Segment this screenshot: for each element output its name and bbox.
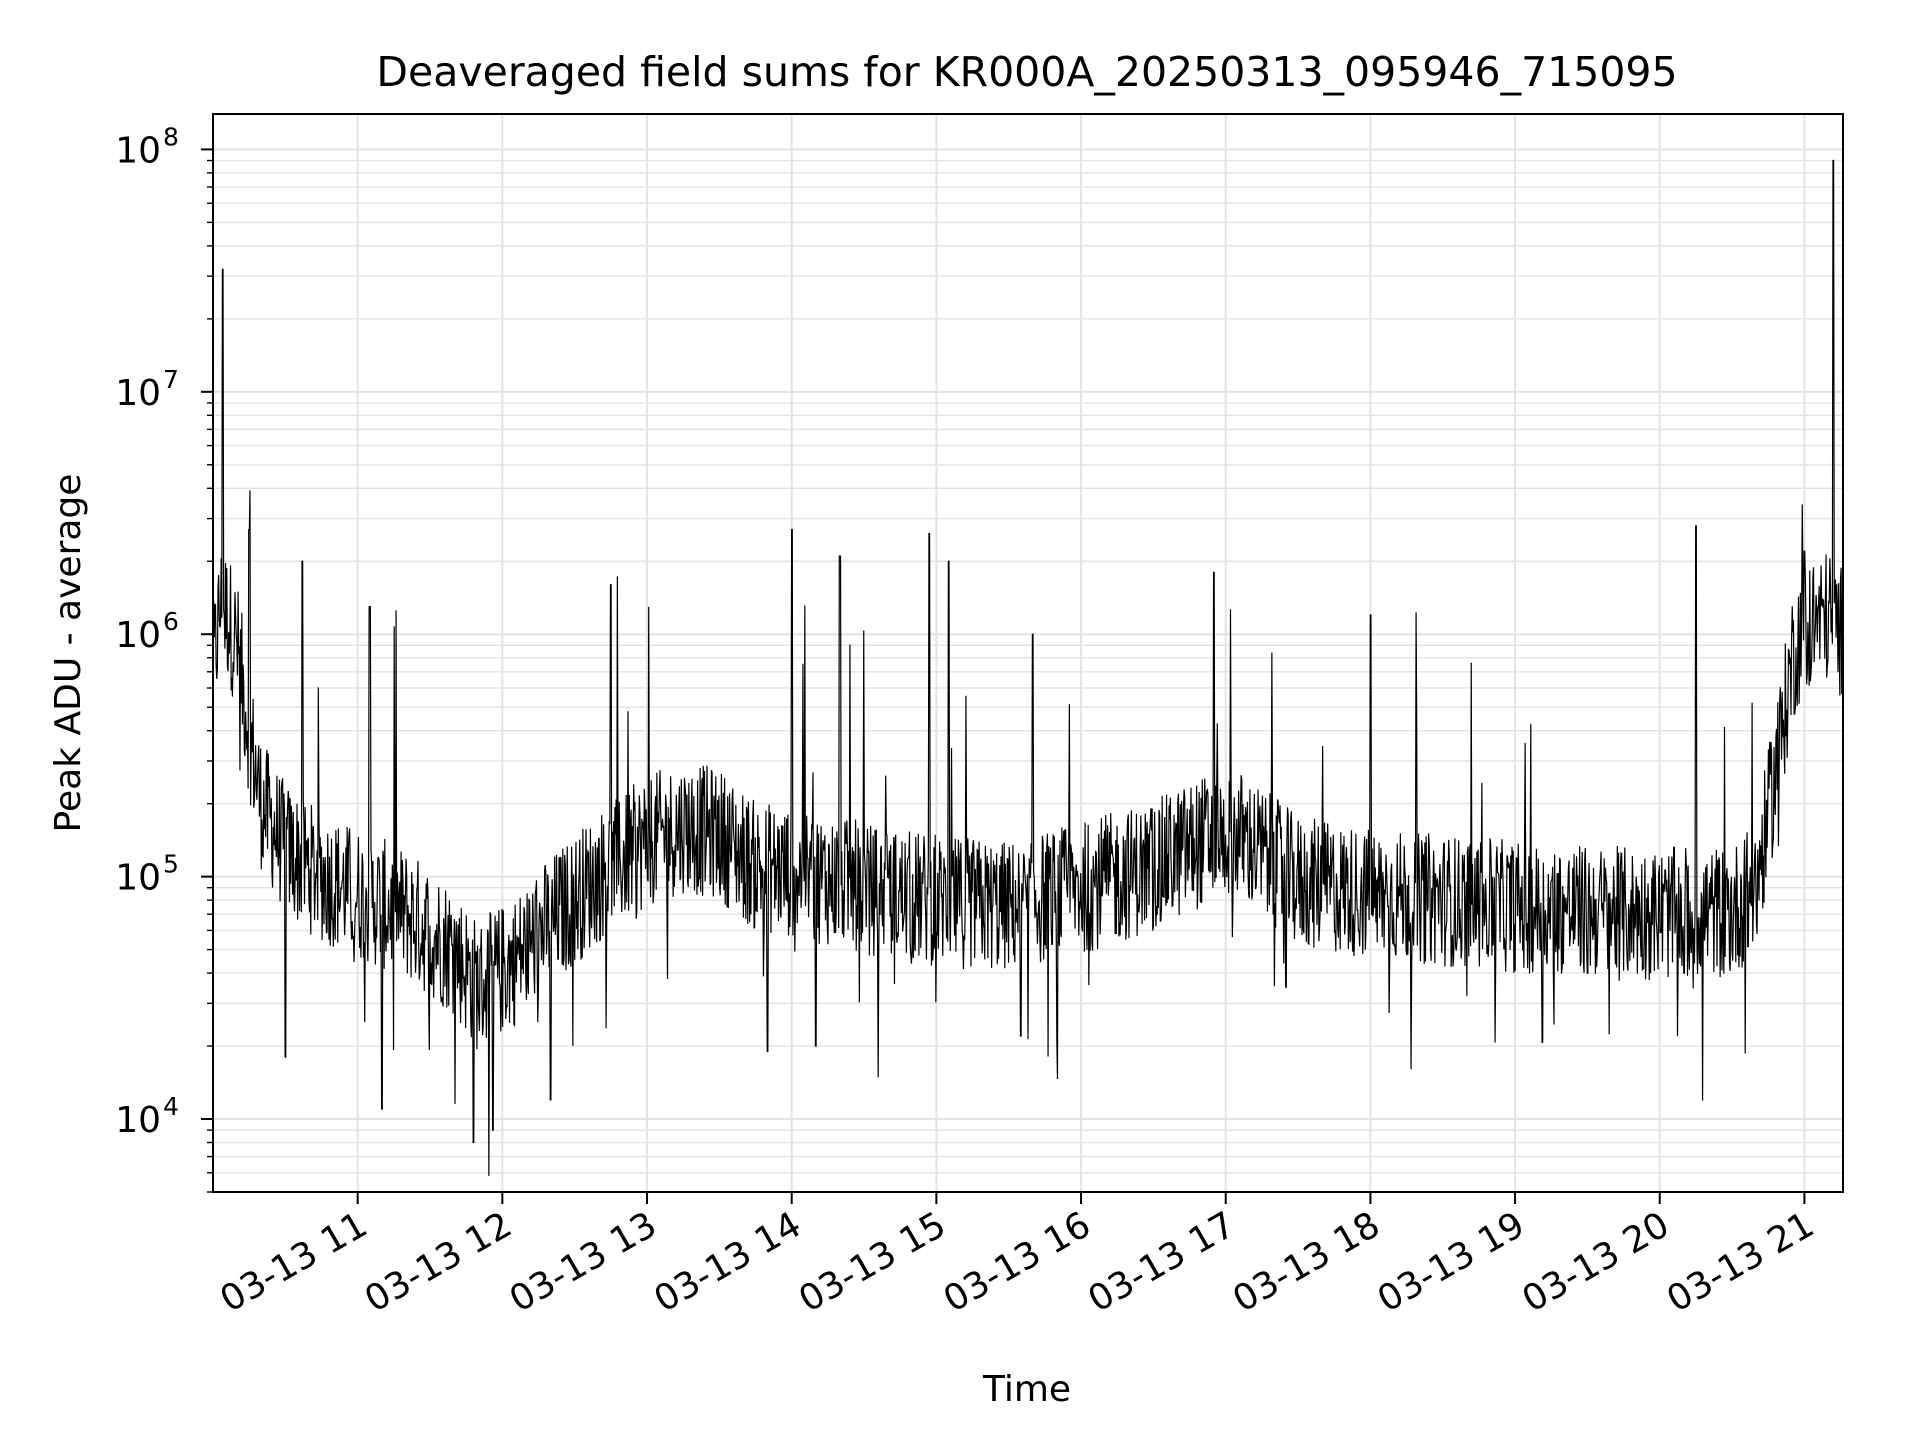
- series-line: [212, 159, 1844, 1176]
- y-tick-label: 10: [115, 373, 161, 414]
- y-axis-label: Peak ADU - average: [48, 474, 89, 833]
- y-tick-exponent: 8: [163, 122, 179, 151]
- y-tick-label: 10: [115, 858, 161, 899]
- y-tick-exponent: 6: [163, 607, 179, 636]
- y-tick-label: 10: [115, 615, 161, 656]
- y-tick-exponent: 7: [163, 365, 179, 394]
- x-axis-label: Time: [982, 1369, 1071, 1410]
- series-layer: [212, 159, 1844, 1176]
- chart-title: Deaveraged field sums for KR000A_2025031…: [376, 48, 1677, 96]
- y-tick-exponent: 5: [163, 850, 179, 879]
- y-tick-label: 10: [115, 1100, 161, 1141]
- y-tick-exponent: 4: [163, 1092, 179, 1121]
- plot-frame: [212, 113, 1844, 1193]
- y-tick-label: 10: [115, 130, 161, 171]
